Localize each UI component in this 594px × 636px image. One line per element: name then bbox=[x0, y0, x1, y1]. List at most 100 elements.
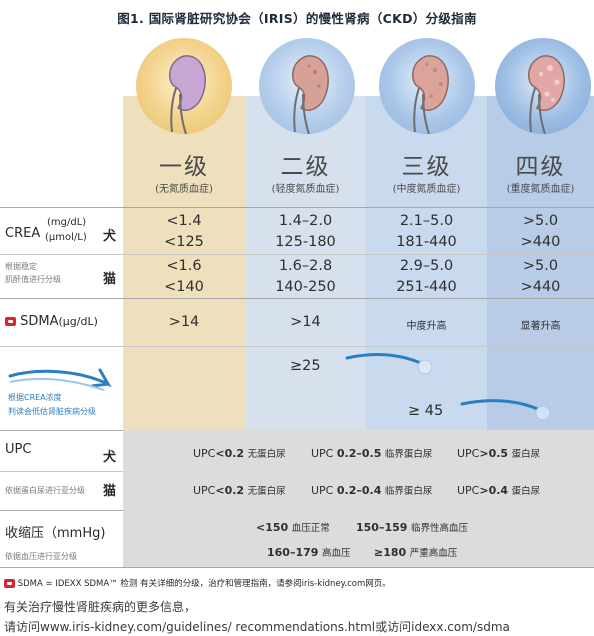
upc-desc: 临界蛋白尿 bbox=[384, 449, 433, 460]
upc-value: 0.2–0.5 bbox=[336, 447, 382, 460]
crea-cat-label: 猫 bbox=[103, 272, 117, 287]
crea-dog-stage-1-umol: <125 bbox=[164, 234, 204, 250]
crea-cat-stage-1-mgdl: <1.6 bbox=[166, 258, 202, 274]
bp-desc: 严重高血压 bbox=[409, 548, 458, 559]
sdma-icon bbox=[5, 317, 16, 326]
stage-1-subtitle: (无氮质血症) bbox=[155, 184, 213, 195]
stage-4-subtitle: (重度氮质血症) bbox=[506, 184, 575, 195]
stage-2-column bbox=[245, 96, 366, 430]
sdma-stage-2: >14 bbox=[290, 314, 321, 330]
kidney-stage-2-icon bbox=[259, 38, 355, 134]
stage-4-column bbox=[487, 96, 594, 430]
bp-item: <150 血压正常 bbox=[256, 520, 330, 534]
sdma-arrow-25-icon bbox=[345, 353, 433, 375]
bp-desc: 临界性高血压 bbox=[410, 523, 468, 534]
upc-prefix: UPC bbox=[311, 447, 334, 460]
crea-cat-stage-4-mgdl: >5.0 bbox=[522, 258, 559, 274]
crea-unit-mgdl: (mg/dL) bbox=[47, 217, 87, 228]
upc-cat-item: UPC>0.4 蛋白尿 bbox=[457, 483, 540, 497]
crea-cat-stage-1-umol: <140 bbox=[164, 279, 204, 295]
upc-value: >0.5 bbox=[479, 447, 509, 460]
upc-value: <0.2 bbox=[215, 484, 245, 497]
bp-note: 依据血压进行亚分级 bbox=[5, 552, 77, 561]
stage-3-name: 三级 bbox=[401, 154, 452, 180]
bp-value: ≥180 bbox=[374, 546, 407, 559]
stage-1-name: 一级 bbox=[159, 154, 209, 180]
upc-prefix: UPC bbox=[457, 484, 480, 497]
substaging-band bbox=[123, 430, 594, 567]
upc-note: 依据蛋白尿进行亚分级 bbox=[5, 486, 85, 495]
upc-value: <0.2 bbox=[215, 447, 245, 460]
divider bbox=[0, 207, 594, 208]
sdma-label-text: SDMA bbox=[20, 314, 59, 329]
divider bbox=[0, 254, 594, 255]
divider bbox=[0, 346, 594, 347]
stage-1-column bbox=[123, 96, 245, 430]
sdma-threshold-25: ≥25 bbox=[290, 358, 321, 374]
upc-dog-label: 犬 bbox=[103, 450, 117, 465]
crea-dog-stage-2-mgdl: 1.4–2.0 bbox=[278, 213, 333, 229]
bp-value: 150–159 bbox=[356, 521, 408, 534]
upc-cat-item: UPC<0.2 无蛋白尿 bbox=[193, 483, 286, 497]
stage-3-subtitle: (中度氮质血症) bbox=[392, 184, 461, 195]
divider bbox=[0, 298, 594, 299]
stage-2-subtitle: (轻度氮质血症) bbox=[271, 184, 340, 195]
upc-prefix: UPC bbox=[311, 484, 334, 497]
kidney-stage-4-icon bbox=[495, 38, 591, 134]
crea-dog-stage-2-umol: 125-180 bbox=[275, 234, 336, 250]
crea-underestimate-arrow-icon bbox=[8, 368, 112, 391]
sdma-icon bbox=[4, 579, 15, 588]
crea-dog-stage-1-mgdl: <1.4 bbox=[166, 213, 202, 229]
more-info-link[interactable]: 请访问www.iris-kidney.com/guidelines/ recom… bbox=[4, 620, 510, 634]
kidney-stage-3-icon bbox=[379, 38, 475, 134]
crea-unit-umol: (μmol/L) bbox=[45, 232, 87, 243]
upc-cat-item: UPC 0.2–0.4 临界蛋白尿 bbox=[311, 483, 432, 497]
upc-value: >0.4 bbox=[479, 484, 509, 497]
sdma-note-line2: 判读会低估肾脏疾病分级 bbox=[8, 407, 96, 416]
upc-desc: 蛋白尿 bbox=[511, 486, 541, 497]
crea-dog-stage-4-umol: >440 bbox=[520, 234, 561, 250]
bp-value: 160–179 bbox=[267, 546, 319, 559]
upc-prefix: UPC bbox=[193, 484, 216, 497]
crea-dog-stage-3-mgdl: 2.1–5.0 bbox=[399, 213, 454, 229]
kidney-stage-1-icon bbox=[136, 38, 232, 134]
upc-desc: 无蛋白尿 bbox=[247, 449, 286, 460]
sdma-stage-3: 中度升高 bbox=[406, 321, 447, 332]
bp-label: 收缩压（mmHg) bbox=[5, 526, 106, 541]
upc-prefix: UPC bbox=[193, 447, 216, 460]
upc-value: 0.2–0.4 bbox=[336, 484, 382, 497]
figure-title: 图1. 国际肾脏研究协会（IRIS）的慢性肾病（CKD）分级指南 bbox=[117, 11, 477, 26]
sdma-stage-4: 显著升高 bbox=[520, 321, 561, 332]
bp-item: 160–179 高血压 bbox=[267, 545, 350, 559]
crea-cat-stage-3-umol: 251-440 bbox=[396, 279, 457, 295]
more-info-line1: 有关治疗慢性肾脏疾病的更多信息， bbox=[4, 600, 197, 614]
bp-desc: 血压正常 bbox=[291, 523, 330, 534]
sdma-arrow-45-icon bbox=[460, 399, 551, 421]
upc-cat-label: 猫 bbox=[103, 484, 117, 499]
sdma-label: SDMA(μg/dL) bbox=[5, 314, 98, 329]
upc-desc: 蛋白尿 bbox=[511, 449, 541, 460]
upc-prefix: UPC bbox=[457, 447, 480, 460]
crea-cat-stage-2-umol: 140-250 bbox=[275, 279, 336, 295]
crea-dog-label: 犬 bbox=[103, 229, 117, 244]
crea-label: CREA bbox=[5, 226, 41, 241]
crea-note-line2: 肌酐值进行分级 bbox=[5, 275, 61, 284]
crea-cat-stage-4-umol: >440 bbox=[520, 279, 561, 295]
crea-cat-stage-2-mgdl: 1.6–2.8 bbox=[278, 258, 333, 274]
bp-item: 150–159 临界性高血压 bbox=[356, 520, 468, 534]
stage-4-name: 四级 bbox=[515, 154, 566, 180]
bp-item: ≥180 严重高血压 bbox=[374, 545, 457, 559]
footnote: SDMA = IDEXX SDMA™ 检测 有关详细的分级，治疗和管理指南，请参… bbox=[4, 577, 391, 589]
upc-desc: 无蛋白尿 bbox=[247, 486, 286, 497]
upc-dog-item: UPC 0.2–0.5 临界蛋白尿 bbox=[311, 446, 432, 460]
bp-value: <150 bbox=[256, 521, 289, 534]
upc-label: UPC bbox=[5, 442, 32, 457]
sdma-note-line1: 根据CREA浓度 bbox=[8, 393, 62, 402]
sdma-threshold-45: ≥ 45 bbox=[408, 403, 444, 419]
crea-note-line1: 根据稳定 bbox=[5, 262, 37, 271]
crea-cat-stage-3-mgdl: 2.9–5.0 bbox=[399, 258, 454, 274]
stage-2-name: 二级 bbox=[280, 154, 331, 180]
sdma-stage-1: >14 bbox=[168, 314, 200, 330]
bp-desc: 高血压 bbox=[321, 548, 351, 559]
upc-desc: 临界蛋白尿 bbox=[384, 486, 433, 497]
